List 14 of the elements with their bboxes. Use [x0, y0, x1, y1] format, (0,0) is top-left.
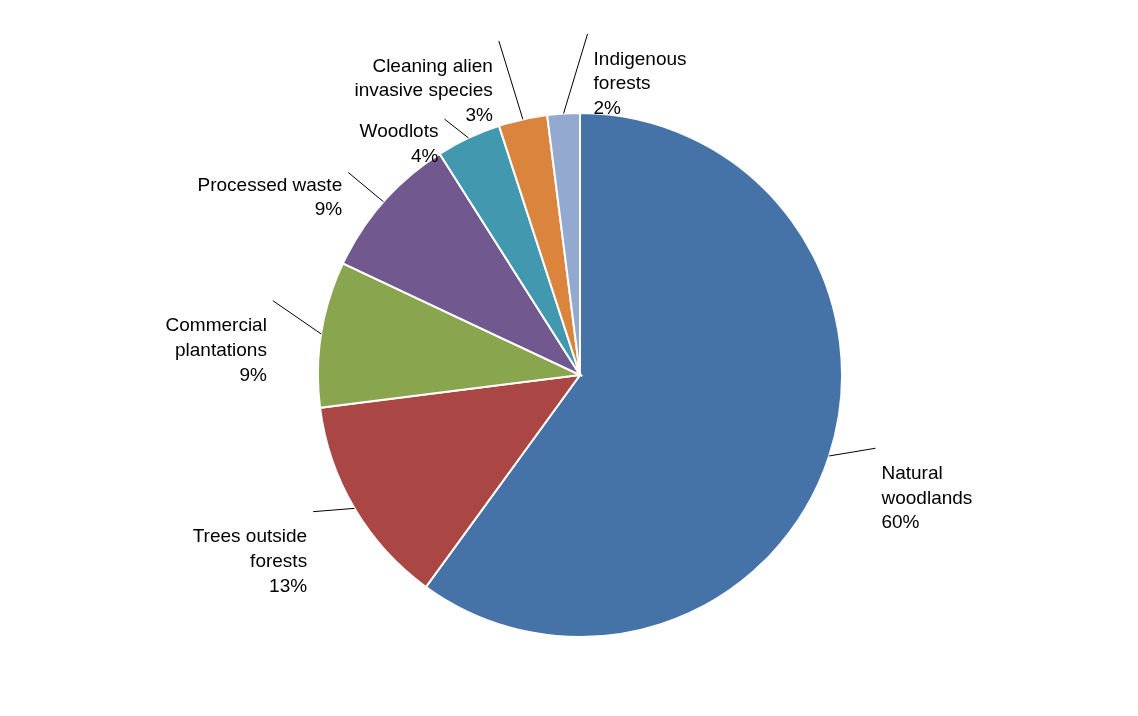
data-label: 2%: [593, 97, 622, 119]
data-label: 9%: [314, 198, 343, 220]
slice-label: Indigenous forests: [593, 47, 687, 94]
slice-label: Woodlots: [359, 120, 439, 142]
data-label: 60%: [881, 511, 920, 533]
slice-label: Commercial plantations: [165, 314, 267, 361]
slice-label: Processed waste: [197, 173, 343, 195]
data-label: 13%: [269, 574, 308, 596]
data-label: 4%: [410, 145, 439, 167]
slice-label: Trees outside forests: [192, 525, 308, 572]
data-label: 3%: [465, 104, 493, 126]
data-label: 9%: [239, 363, 267, 385]
slice-label: Cleaning alien invasive species: [354, 54, 493, 101]
slice-label: Natural woodlands: [880, 461, 973, 508]
